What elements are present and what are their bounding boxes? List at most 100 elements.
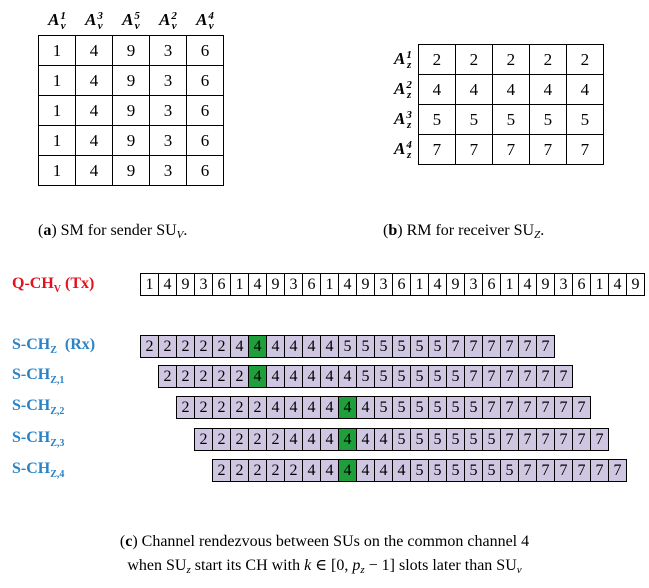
- header-sub: z: [406, 149, 412, 162]
- header-base: A: [159, 9, 171, 29]
- cell: 2: [454, 44, 493, 75]
- label-sub: Z,4: [50, 469, 65, 481]
- cell: 4: [75, 95, 113, 126]
- slot: 5: [392, 365, 411, 388]
- slot: 3: [284, 273, 303, 296]
- slot: 4: [284, 428, 303, 451]
- slot: 3: [194, 273, 213, 296]
- slot: 6: [482, 273, 501, 296]
- caption-part: (: [119, 533, 126, 550]
- row-label: S-CHZ (Rx): [12, 336, 95, 356]
- slot: 2: [230, 396, 249, 419]
- caption-part: (: [38, 222, 44, 239]
- slot: 5: [374, 365, 393, 388]
- label-main: S-CH: [12, 336, 51, 353]
- label-sub: V: [53, 284, 62, 296]
- slot: 5: [410, 459, 429, 482]
- slot: 2: [212, 365, 231, 388]
- slot: 2: [194, 428, 213, 451]
- row-label: Q-CHV (Tx): [12, 275, 94, 295]
- slot: 7: [608, 459, 627, 482]
- caption-part: k: [304, 557, 312, 574]
- slot: 5: [446, 459, 465, 482]
- label-main: S-CH: [12, 366, 51, 383]
- slot: 5: [410, 396, 429, 419]
- label-sub: Z,1: [50, 375, 65, 387]
- slot: 4: [266, 365, 285, 388]
- label-main: S-CH: [12, 460, 51, 477]
- slot: 4: [320, 335, 339, 358]
- caption-part: .: [183, 222, 188, 239]
- caption-a: (a) SM for sender SUV.: [38, 222, 187, 241]
- slot: 7: [572, 396, 591, 419]
- slot: 1: [410, 273, 429, 296]
- slot: 5: [464, 396, 483, 419]
- label-sub: Z: [50, 345, 57, 357]
- slot: 4: [302, 335, 321, 358]
- slot: 7: [554, 428, 573, 451]
- slot: 4: [248, 273, 267, 296]
- slot: 7: [536, 335, 555, 358]
- label-main: S-CH: [12, 429, 51, 446]
- slot: 5: [446, 428, 465, 451]
- slot: 5: [392, 396, 411, 419]
- slot: 2: [212, 428, 231, 451]
- slot: 4: [338, 365, 357, 388]
- header-sub: v: [60, 20, 66, 33]
- slot: 4: [302, 459, 321, 482]
- slot: 4: [302, 396, 321, 419]
- slot: 4: [338, 428, 357, 451]
- header-base: A: [85, 9, 97, 29]
- slot: 2: [248, 428, 267, 451]
- slot: 4: [428, 273, 447, 296]
- header-sub: z: [406, 89, 412, 102]
- slot: 2: [194, 365, 213, 388]
- slot: 5: [410, 365, 429, 388]
- slot: 6: [302, 273, 321, 296]
- row-label: S-CHZ,4: [12, 460, 64, 480]
- cell: 3: [149, 155, 187, 186]
- slot: 5: [410, 335, 429, 358]
- slot: 7: [518, 335, 537, 358]
- slot: 5: [428, 365, 447, 388]
- slot: 3: [554, 273, 573, 296]
- cell: 4: [565, 74, 604, 105]
- slot: 7: [500, 335, 519, 358]
- slot: 7: [572, 428, 591, 451]
- slot: 2: [194, 396, 213, 419]
- slot: 5: [356, 335, 375, 358]
- caption-part: start its CH with: [190, 557, 305, 574]
- cell: 4: [75, 155, 113, 186]
- slot: 7: [500, 428, 519, 451]
- slot: 2: [248, 396, 267, 419]
- slot: 7: [518, 396, 537, 419]
- slot: 7: [572, 459, 591, 482]
- header-sup: 5: [134, 10, 140, 23]
- slot: 7: [482, 396, 501, 419]
- slot: 9: [356, 273, 375, 296]
- slot: 2: [230, 365, 249, 388]
- slot: 3: [374, 273, 393, 296]
- slot: 7: [446, 335, 465, 358]
- slot: 7: [482, 365, 501, 388]
- slot: 7: [590, 459, 609, 482]
